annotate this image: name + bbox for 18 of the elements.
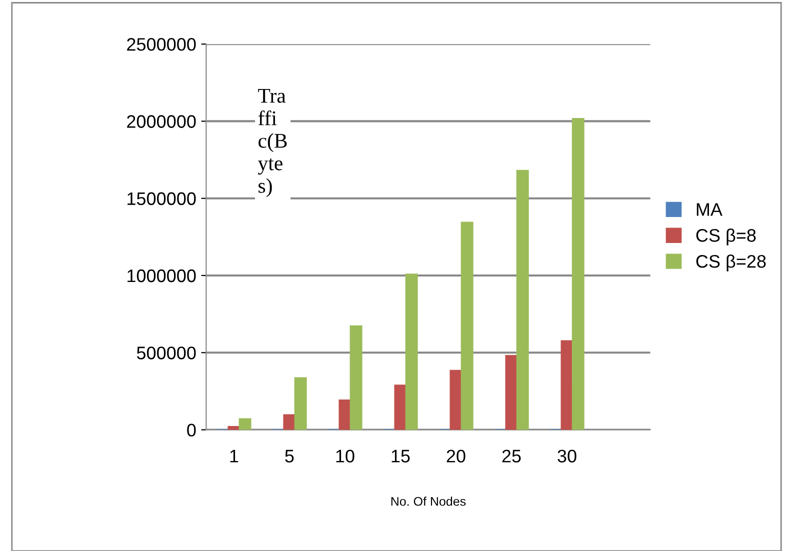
legend-label: CS β=28: [696, 254, 766, 272]
y-tick-label: 2500000: [127, 38, 196, 51]
y-axis-title: Traffic(Bytes): [258, 88, 287, 198]
x-tick-label: 15: [392, 450, 410, 462]
legend-label: MA: [696, 203, 722, 216]
y-tick-label: 0: [187, 424, 196, 436]
legend-label: CS β=8: [696, 228, 756, 246]
y-tick-label: 500000: [136, 346, 196, 360]
x-tick-label: 10: [336, 450, 354, 462]
x-tick-label: 20: [446, 450, 466, 462]
y-tick-label: 1500000: [128, 192, 196, 206]
x-tick-label: 30: [558, 450, 576, 462]
y-tick-label: 1000000: [128, 269, 196, 282]
x-axis-title: No. Of Nodes: [391, 496, 466, 506]
x-tick-label: 1: [230, 450, 238, 462]
x-tick-label: 5: [285, 450, 294, 462]
y-tick-label: 2000000: [127, 115, 196, 128]
x-tick-label: 25: [502, 450, 521, 462]
